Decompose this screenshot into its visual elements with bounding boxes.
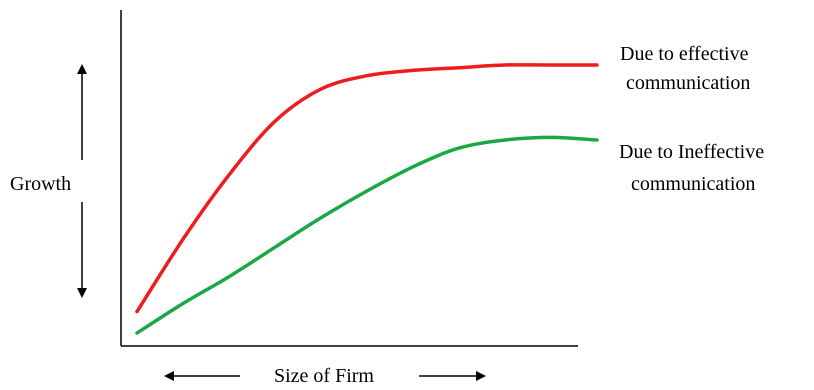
legend-ineffective-line-2: communication xyxy=(631,173,755,195)
series-layer xyxy=(137,65,597,333)
legend-effective-line-2: communication xyxy=(626,72,750,94)
legend-ineffective: Due to Ineffective communication xyxy=(619,141,764,195)
legend-ineffective-line-1: Due to Ineffective xyxy=(619,141,764,163)
ineffective-communication-line xyxy=(137,137,597,333)
legend-effective: Due to effective communication xyxy=(620,43,750,94)
effective-communication-line xyxy=(137,65,597,312)
y-axis-label: Growth xyxy=(10,173,71,195)
legend-effective-line-1: Due to effective xyxy=(620,43,749,65)
x-axis-label: Size of Firm xyxy=(274,365,374,387)
